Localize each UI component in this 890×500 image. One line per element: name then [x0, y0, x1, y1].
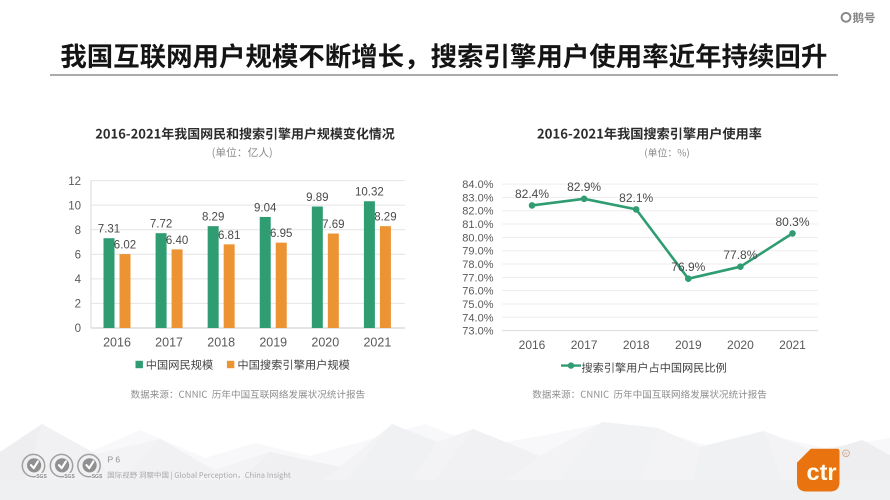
svg-text:8.29: 8.29: [202, 212, 224, 224]
svg-text:2018: 2018: [207, 335, 235, 349]
svg-text:82.0%: 82.0%: [462, 206, 493, 218]
svg-text:74.0%: 74.0%: [462, 312, 493, 324]
svg-text:2017: 2017: [155, 335, 183, 349]
svg-text:7.72: 7.72: [150, 219, 172, 231]
svg-text:7.69: 7.69: [322, 219, 344, 231]
svg-text:73.0%: 73.0%: [462, 326, 493, 338]
svg-text:6: 6: [75, 250, 81, 262]
svg-text:SGS: SGS: [64, 474, 75, 480]
svg-text:0: 0: [75, 323, 81, 335]
svg-text:9.89: 9.89: [306, 192, 328, 204]
svg-text:80.0%: 80.0%: [462, 232, 493, 244]
svg-text:2018: 2018: [623, 338, 650, 352]
svg-text:78.0%: 78.0%: [462, 259, 493, 271]
svg-text:2020: 2020: [311, 335, 339, 349]
svg-text:77.8%: 77.8%: [723, 248, 757, 262]
svg-text:10.32: 10.32: [355, 187, 384, 199]
svg-text:81.0%: 81.0%: [462, 219, 493, 231]
svg-text:9.04: 9.04: [254, 202, 277, 214]
svg-text:2020: 2020: [727, 338, 754, 352]
svg-text:SGS: SGS: [92, 474, 103, 480]
svg-text:82.1%: 82.1%: [619, 191, 653, 205]
svg-text:2019: 2019: [675, 338, 702, 352]
svg-text:2: 2: [75, 299, 81, 311]
svg-text:2021: 2021: [363, 335, 391, 349]
svg-text:ctr: ctr: [807, 459, 837, 485]
svg-text:79.0%: 79.0%: [462, 246, 493, 258]
svg-text:8: 8: [75, 225, 81, 237]
svg-text:76.0%: 76.0%: [462, 286, 493, 298]
svg-text:6.81: 6.81: [218, 230, 240, 242]
svg-text:R: R: [844, 452, 848, 458]
svg-text:2016: 2016: [519, 338, 546, 352]
svg-text:83.0%: 83.0%: [462, 192, 493, 204]
svg-text:2016: 2016: [103, 335, 131, 349]
svg-text:6.02: 6.02: [114, 240, 136, 252]
svg-text:82.4%: 82.4%: [515, 187, 549, 201]
svg-text:12: 12: [68, 176, 81, 188]
svg-text:84.0%: 84.0%: [462, 179, 493, 191]
svg-text:4: 4: [75, 274, 82, 286]
svg-text:6.95: 6.95: [270, 228, 292, 240]
svg-text:76.9%: 76.9%: [671, 260, 705, 274]
svg-text:10: 10: [68, 200, 81, 212]
svg-text:SGS: SGS: [36, 474, 47, 480]
svg-text:75.0%: 75.0%: [462, 299, 493, 311]
svg-text:6.40: 6.40: [166, 235, 188, 247]
svg-text:80.3%: 80.3%: [775, 215, 809, 229]
svg-text:82.9%: 82.9%: [567, 180, 601, 194]
svg-text:8.29: 8.29: [374, 212, 396, 224]
svg-text:77.0%: 77.0%: [462, 272, 493, 284]
svg-text:2021: 2021: [779, 338, 806, 352]
svg-text:2017: 2017: [571, 338, 598, 352]
svg-text:2019: 2019: [259, 335, 287, 349]
svg-text:P 6: P 6: [108, 455, 121, 465]
svg-text:7.31: 7.31: [98, 224, 120, 236]
